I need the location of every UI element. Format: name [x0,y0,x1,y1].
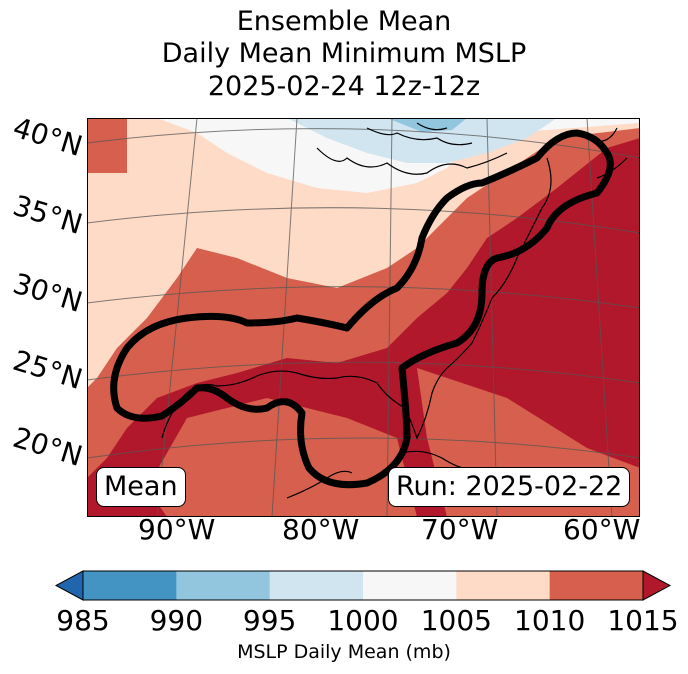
colorbar-segment [456,571,551,600]
colorbar-tick-label: 985 [56,604,110,637]
colorbar-tick-label: 1010 [514,604,586,637]
lon-label-70: 70°W [421,513,499,546]
colorbar-tick-label: 1005 [420,604,492,637]
lon-label-80: 80°W [282,513,360,546]
colorbar-tick-label: 1015 [607,604,679,637]
run-date-badge: Run: 2025-02-22 [388,467,631,507]
colorbar-segment [83,571,177,600]
lon-label-60: 60°W [563,513,641,546]
colorbar-segment [549,571,644,600]
colorbar-extend-high [642,570,672,601]
title-line-1: Ensemble Mean [236,6,452,37]
lon-label-90: 90°W [138,513,216,546]
field-1005-region [87,118,640,388]
map-panel [87,118,640,517]
colorbar-tick-label: 1000 [327,604,399,637]
threshold-contour [110,129,614,489]
pressure-map [87,118,640,517]
colorbar-segment [176,571,271,600]
title-line-3: 2025-02-24 12z-12z [207,71,481,102]
mean-badge: Mean [96,467,186,507]
field-1010-corner [87,118,127,173]
map-border [87,118,640,517]
colorbar-segment [269,571,364,600]
colorbar-label: MSLP Daily Mean (mb) [237,641,451,663]
title-line-2: Daily Mean Minimum MSLP [161,38,527,69]
colorbar-segment [363,571,457,600]
colorbar-extend-low [54,570,84,601]
colorbar-tick-label: 995 [242,604,297,637]
colorbar-tick-label: 990 [149,604,204,637]
